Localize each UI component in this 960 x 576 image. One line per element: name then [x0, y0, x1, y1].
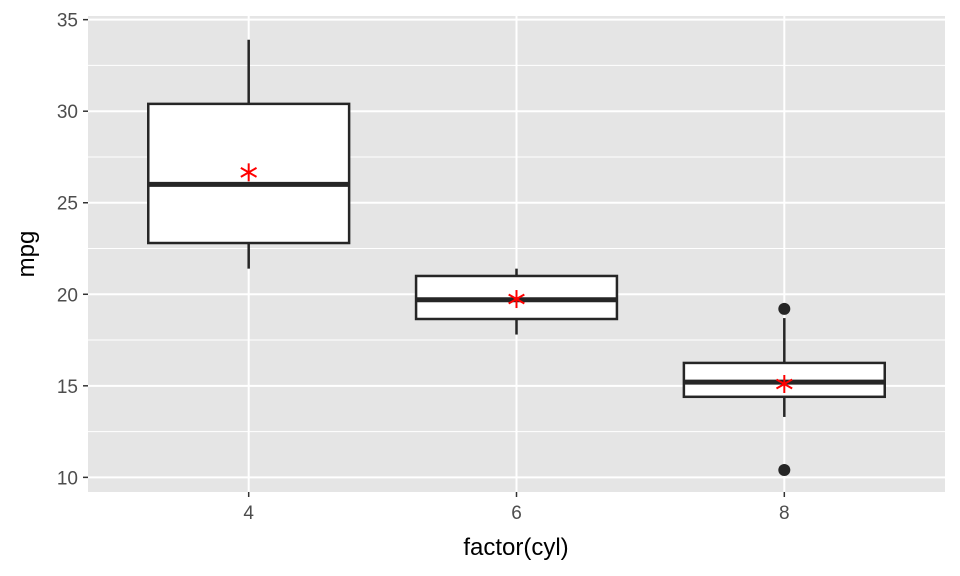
mean-marker — [775, 374, 793, 393]
box-group-6 — [414, 268, 619, 335]
y-tick-label: 30 — [57, 102, 78, 123]
outlier-point — [778, 464, 791, 477]
mean-marker — [240, 163, 258, 182]
y-tick-label: 25 — [57, 194, 78, 215]
box-group-4 — [147, 39, 351, 269]
y-tick-label: 15 — [57, 377, 78, 398]
x-tick-label: 6 — [511, 503, 522, 524]
x-tick-label: 8 — [779, 503, 790, 524]
axes: 10 15 20 25 30 35 4 6 8 — [57, 11, 790, 524]
box-layer — [147, 39, 886, 477]
mean-marker-stroke — [775, 378, 793, 390]
y-tick-label: 20 — [57, 285, 78, 306]
outlier-point — [778, 302, 791, 315]
x-axis-title: factor(cyl) — [463, 534, 568, 561]
box-group-8 — [682, 302, 886, 477]
mean-marker — [508, 290, 525, 309]
y-tick-label: 35 — [57, 11, 78, 32]
mean-marker-stroke — [240, 166, 258, 178]
x-tick-label: 4 — [243, 503, 254, 524]
y-axis-title: mpg — [13, 231, 40, 278]
y-tick-label: 10 — [57, 468, 78, 489]
mean-marker-stroke — [508, 293, 525, 305]
